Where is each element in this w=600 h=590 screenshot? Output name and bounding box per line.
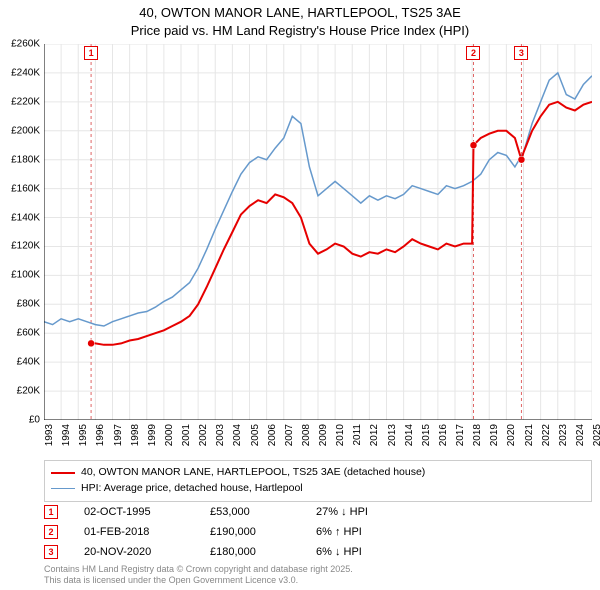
legend-row: HPI: Average price, detached house, Hart… <box>51 481 585 497</box>
legend-label: 40, OWTON MANOR LANE, HARTLEPOOL, TS25 3… <box>81 465 425 481</box>
x-tick-label: 2006 <box>267 424 278 446</box>
y-tick-label: £40K <box>17 357 40 368</box>
transaction-date: 01-FEB-2018 <box>84 526 184 538</box>
x-tick-label: 2000 <box>164 424 175 446</box>
title-line1: 40, OWTON MANOR LANE, HARTLEPOOL, TS25 3… <box>0 4 600 22</box>
transaction-diff: 27% ↓ HPI <box>316 506 416 518</box>
x-tick-label: 2011 <box>352 424 363 446</box>
legend-swatch <box>51 472 75 474</box>
x-tick-label: 1995 <box>78 424 89 446</box>
x-tick-label: 1994 <box>61 424 72 446</box>
x-tick-label: 2023 <box>558 424 569 446</box>
transaction-diff: 6% ↑ HPI <box>316 526 416 538</box>
x-tick-label: 2015 <box>421 424 432 446</box>
x-tick-label: 2019 <box>489 424 500 446</box>
x-tick-label: 2005 <box>250 424 261 446</box>
y-tick-label: £260K <box>11 39 40 50</box>
x-tick-label: 2008 <box>301 424 312 446</box>
x-tick-label: 2017 <box>455 424 466 446</box>
legend-swatch <box>51 488 75 489</box>
y-tick-label: £100K <box>11 270 40 281</box>
footer-attribution: Contains HM Land Registry data © Crown c… <box>44 564 353 586</box>
transaction-marker: 2 <box>44 525 58 539</box>
chart-marker: 1 <box>84 46 98 60</box>
chart-container: 40, OWTON MANOR LANE, HARTLEPOOL, TS25 3… <box>0 0 600 590</box>
y-tick-label: £80K <box>17 299 40 310</box>
chart-title: 40, OWTON MANOR LANE, HARTLEPOOL, TS25 3… <box>0 0 600 41</box>
transaction-marker: 3 <box>44 545 58 559</box>
x-tick-label: 1993 <box>44 424 55 446</box>
y-tick-label: £220K <box>11 96 40 107</box>
y-tick-label: £60K <box>17 328 40 339</box>
transaction-date: 20-NOV-2020 <box>84 546 184 558</box>
footer-line1: Contains HM Land Registry data © Crown c… <box>44 564 353 575</box>
x-tick-label: 2014 <box>404 424 415 446</box>
chart-marker: 3 <box>514 46 528 60</box>
title-line2: Price paid vs. HM Land Registry's House … <box>0 22 600 40</box>
x-tick-label: 2016 <box>438 424 449 446</box>
y-tick-label: £120K <box>11 241 40 252</box>
transaction-diff: 6% ↓ HPI <box>316 546 416 558</box>
x-tick-label: 2001 <box>181 424 192 446</box>
x-tick-label: 2020 <box>506 424 517 446</box>
footer-line2: This data is licensed under the Open Gov… <box>44 575 353 586</box>
y-tick-label: £160K <box>11 183 40 194</box>
y-tick-label: £140K <box>11 212 40 223</box>
y-tick-label: £20K <box>17 386 40 397</box>
legend-row: 40, OWTON MANOR LANE, HARTLEPOOL, TS25 3… <box>51 465 585 481</box>
y-axis: £0£20K£40K£60K£80K£100K£120K£140K£160K£1… <box>0 44 42 420</box>
transaction-row: 1 02-OCT-1995 £53,000 27% ↓ HPI <box>44 502 592 522</box>
x-tick-label: 2021 <box>524 424 535 446</box>
transaction-row: 3 20-NOV-2020 £180,000 6% ↓ HPI <box>44 542 592 562</box>
y-tick-label: £240K <box>11 67 40 78</box>
x-axis: 1993 1994 1995 1996 1997 1998 1999 2000 2001 2002… <box>44 422 592 458</box>
x-tick-label: 2025 <box>592 424 600 446</box>
x-tick-label: 2012 <box>369 424 380 446</box>
x-tick-label: 2024 <box>575 424 586 446</box>
x-tick-label: 2013 <box>387 424 398 446</box>
x-tick-label: 1999 <box>147 424 158 446</box>
transaction-marker: 1 <box>44 505 58 519</box>
transactions-table: 1 02-OCT-1995 £53,000 27% ↓ HPI 2 01-FEB-2018… <box>44 502 592 562</box>
chart-svg <box>44 44 592 420</box>
transaction-price: £190,000 <box>210 526 290 538</box>
x-tick-label: 2018 <box>472 424 483 446</box>
x-tick-label: 2009 <box>318 424 329 446</box>
x-tick-label: 1996 <box>95 424 106 446</box>
x-tick-label: 2007 <box>284 424 295 446</box>
x-tick-label: 1998 <box>130 424 141 446</box>
chart-marker: 2 <box>466 46 480 60</box>
transaction-date: 02-OCT-1995 <box>84 506 184 518</box>
transaction-row: 2 01-FEB-2018 £190,000 6% ↑ HPI <box>44 522 592 542</box>
transaction-price: £180,000 <box>210 546 290 558</box>
x-tick-label: 2004 <box>232 424 243 446</box>
y-tick-label: £0 <box>29 415 40 426</box>
x-tick-label: 2002 <box>198 424 209 446</box>
y-tick-label: £200K <box>11 125 40 136</box>
legend-label: HPI: Average price, detached house, Hart… <box>81 481 303 497</box>
legend: 40, OWTON MANOR LANE, HARTLEPOOL, TS25 3… <box>44 460 592 502</box>
x-tick-label: 2022 <box>541 424 552 446</box>
transaction-price: £53,000 <box>210 506 290 518</box>
y-tick-label: £180K <box>11 154 40 165</box>
x-tick-label: 2010 <box>335 424 346 446</box>
x-tick-label: 1997 <box>113 424 124 446</box>
x-tick-label: 2003 <box>215 424 226 446</box>
plot-area: 1 2 3 <box>44 44 592 420</box>
